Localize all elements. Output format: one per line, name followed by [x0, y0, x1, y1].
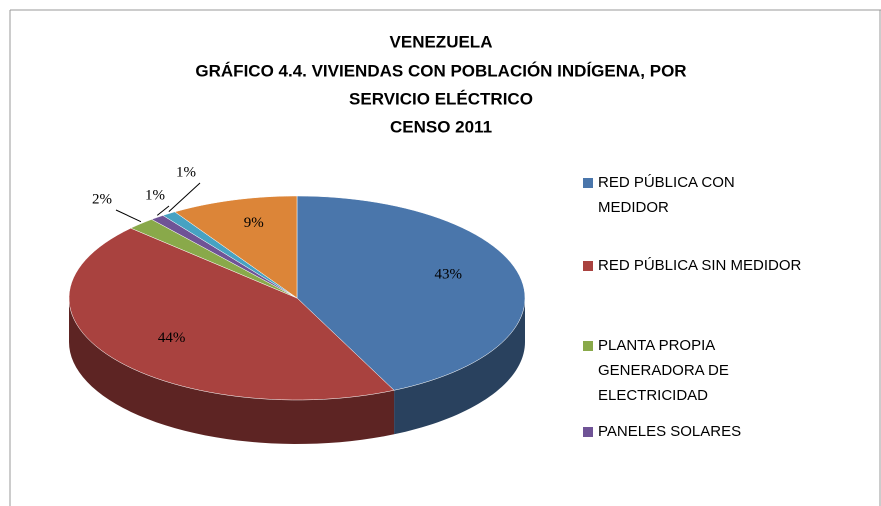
legend-label: RED PÚBLICA CON MEDIDOR [598, 174, 735, 216]
leader-line [156, 205, 170, 216]
chart-title: CENSO 2011 [390, 117, 492, 136]
slice [296, 195, 526, 391]
chart-title: SERVICIO ELÉCTRICO [349, 89, 533, 108]
data-label: 1% [176, 164, 196, 180]
legend-entry: RED PÚBLICA SIN MEDIDOR [583, 253, 873, 278]
data-label: 44% [158, 330, 186, 346]
slice-side [69, 298, 395, 444]
legend-swatch [583, 261, 593, 271]
legend-label: RED PÚBLICA SIN MEDIDOR [598, 257, 802, 274]
legend-entry: PLANTA PROPIA GENERADORA DE ELECTRICIDAD [583, 333, 793, 408]
data-label: 2% [92, 191, 112, 207]
legend-entry: RED PÚBLICA CON MEDIDOR [583, 170, 793, 220]
slice [68, 227, 395, 401]
legend-label: PLANTA PROPIA GENERADORA DE ELECTRICIDAD [598, 337, 729, 404]
legend-label: PANELES SOLARES [598, 423, 742, 440]
slice [130, 219, 298, 299]
slice [174, 195, 298, 299]
legend-swatch [583, 341, 593, 351]
data-label: 9% [244, 215, 264, 231]
legend-swatch [583, 427, 593, 437]
data-label: 1% [145, 187, 165, 203]
legend-entry: PANELES SOLARES [583, 419, 873, 444]
slice-side [394, 298, 525, 435]
legend-swatch [583, 178, 593, 188]
chart-title: GRÁFICO 4.4. VIVIENDAS CON POBLACIÓN IND… [195, 61, 686, 80]
leader-line [115, 209, 142, 223]
slice [151, 215, 298, 299]
leader-line [168, 182, 201, 213]
data-label: 43% [435, 266, 463, 282]
slice [162, 211, 298, 299]
chart-title: VENEZUELA [390, 32, 493, 51]
